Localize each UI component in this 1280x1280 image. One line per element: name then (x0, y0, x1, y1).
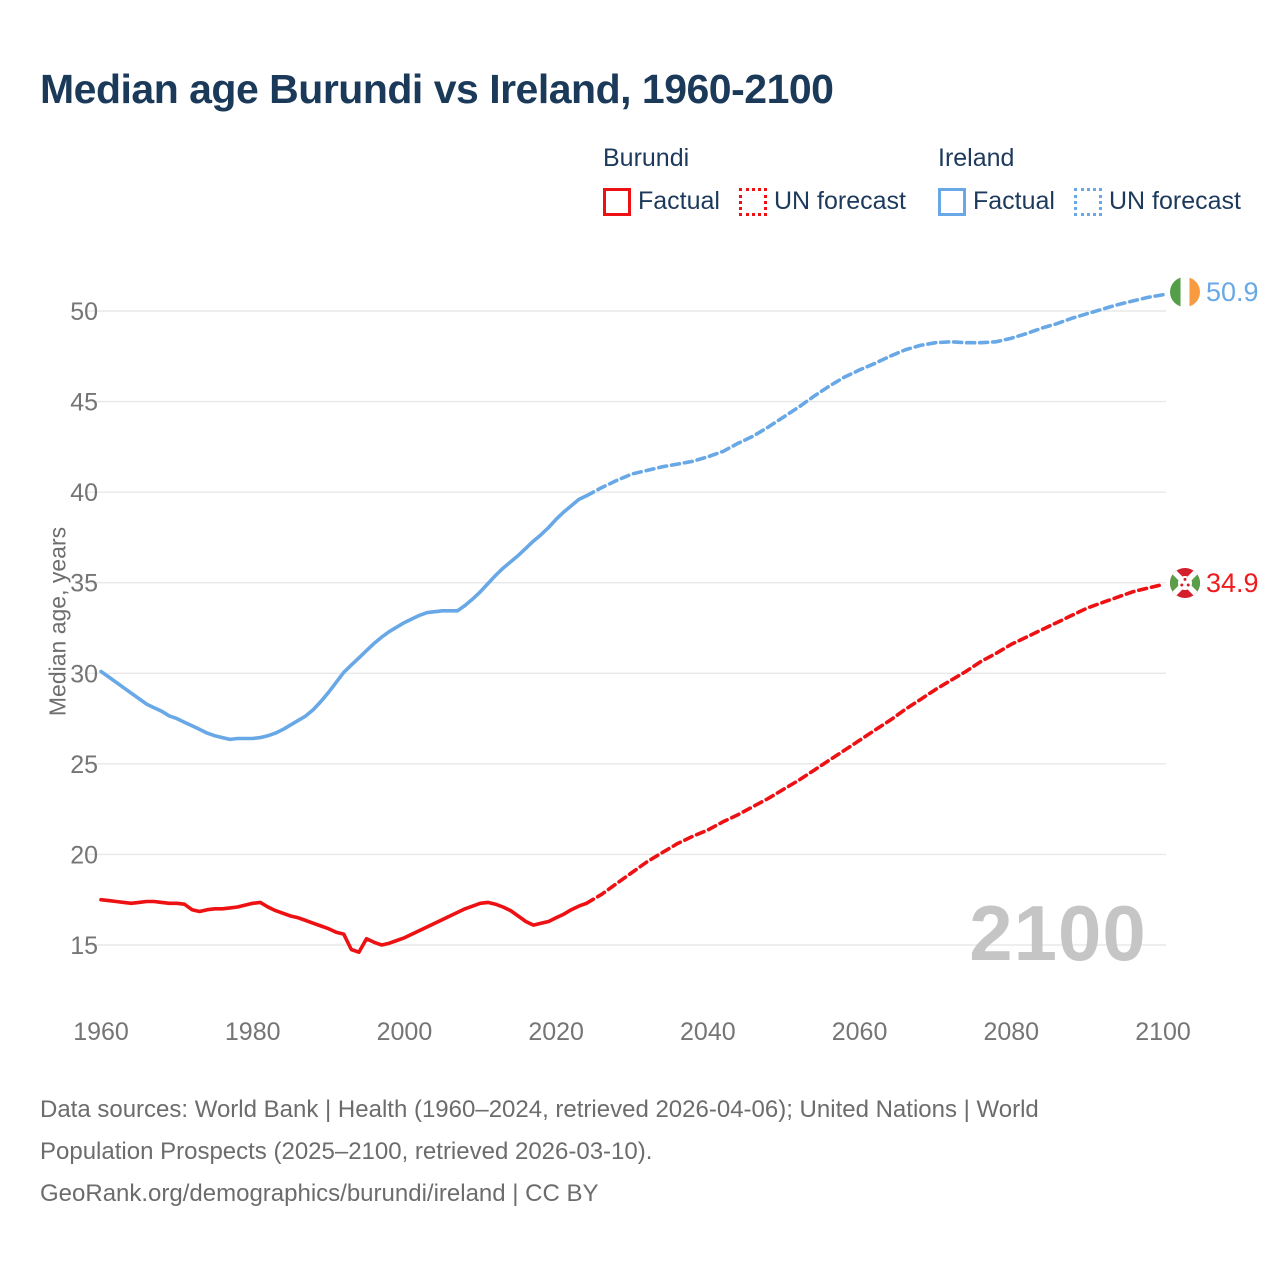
ireland-flag-icon (1170, 277, 1200, 307)
x-tick-label-1960: 1960 (73, 1018, 129, 1046)
burundi-factual-swatch-icon (603, 187, 631, 216)
legend-label-burundi-forecast: UN forecast (773, 187, 906, 215)
burundi-flag-icon (1170, 568, 1200, 598)
y-tick-label-40: 40 (70, 479, 98, 507)
y-tick-label-30: 30 (70, 660, 98, 688)
burundi-end-value: 34.9 (1206, 568, 1259, 598)
x-tick-label-2060: 2060 (832, 1018, 888, 1046)
legend-label-ireland-factual: Factual (973, 187, 1055, 215)
series-line-burundi-un-forecast (584, 582, 1165, 906)
x-tick-label-2080: 2080 (983, 1018, 1039, 1046)
ireland-end-value: 50.9 (1206, 277, 1259, 307)
x-tick-label-2000: 2000 (377, 1018, 433, 1046)
ireland-forecast-swatch-icon (1073, 187, 1102, 216)
legend-label-burundi-factual: Factual (638, 187, 720, 215)
year-watermark: 2100 (969, 889, 1147, 977)
x-tick-label-2020: 2020 (528, 1018, 584, 1046)
chart-title: Median age Burundi vs Ireland, 1960-2100 (40, 66, 834, 112)
x-tick-label-1980: 1980 (225, 1018, 281, 1046)
y-tick-label-50: 50 (70, 298, 98, 326)
y-tick-label-20: 20 (70, 841, 98, 869)
legend-header-ireland: Ireland (938, 144, 1015, 172)
y-tick-label-15: 15 (70, 932, 98, 960)
legend-header-burundi: Burundi (603, 144, 690, 172)
series-line-ireland-factual (99, 493, 589, 742)
y-tick-label-25: 25 (70, 751, 98, 779)
y-axis-title: Median age, years (44, 526, 71, 717)
series-line-ireland-un-forecast (584, 292, 1165, 498)
ireland-factual-swatch-icon (938, 187, 966, 216)
x-tick-label-2100: 2100 (1135, 1018, 1191, 1046)
legend-group-burundi: Burundi Factual UN forecast (603, 144, 925, 216)
footer-line-1: Data sources: World Bank | Health (1960–… (40, 1096, 1039, 1123)
footer-line-3: GeoRank.org/demographics/burundi/ireland… (40, 1180, 599, 1207)
y-tick-label-35: 35 (70, 570, 98, 598)
legend-group-ireland: Ireland Factual UN forecast (938, 144, 1260, 216)
series-line-burundi-factual (99, 897, 589, 955)
x-tick-label-2040: 2040 (680, 1018, 736, 1046)
burundi-forecast-swatch-icon (738, 187, 767, 216)
footer-line-2: Population Prospects (2025–2100, retriev… (40, 1138, 653, 1165)
legend-label-ireland-forecast: UN forecast (1108, 187, 1241, 215)
y-tick-label-45: 45 (70, 389, 98, 417)
data-sources-footer: Data sources: World Bank | Health (1960–… (40, 1089, 1039, 1215)
